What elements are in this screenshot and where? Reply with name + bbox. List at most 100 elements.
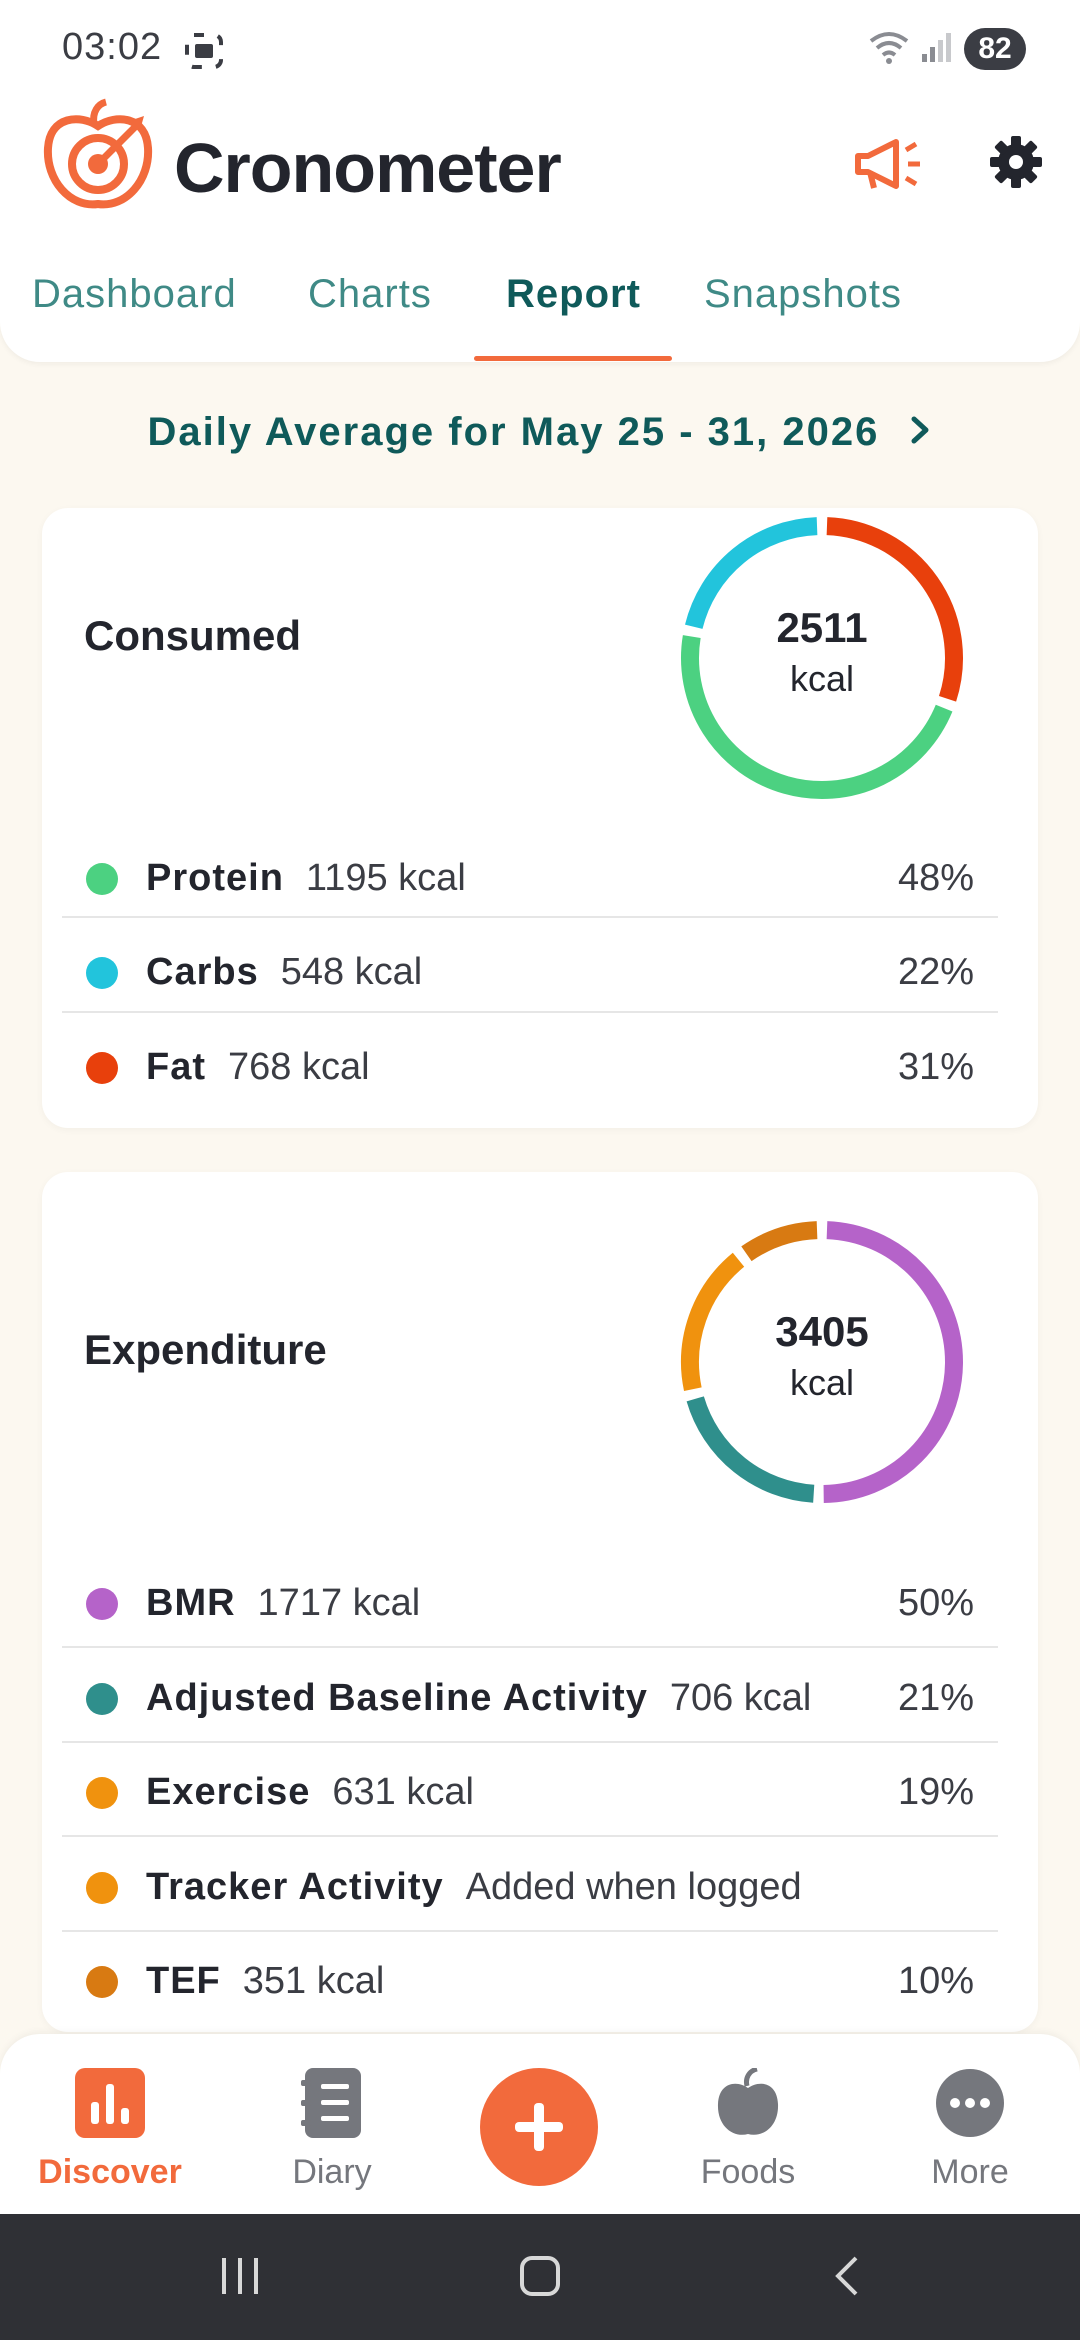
item-amount: 548 kcal (280, 951, 423, 993)
expenditure-title: Expenditure (84, 1326, 327, 1373)
chevron-right-icon (910, 410, 932, 455)
list-item-tef[interactable]: TEF 351 kcal 10% (62, 1934, 998, 2028)
divider (62, 1835, 998, 1837)
consumed-unit: kcal (789, 658, 855, 699)
home-icon[interactable] (518, 2254, 562, 2303)
item-percent: 48% (897, 857, 974, 899)
expenditure-card[interactable]: Expenditure 3405 kcal BMR 1717 kcal 50% A… (42, 1172, 1038, 2032)
tracker-activity-dot (86, 1872, 118, 1904)
app-header: 03:02 (0, 0, 1080, 362)
donut-segment-fat (826, 517, 963, 702)
item-percent: 22% (897, 951, 974, 993)
divider (62, 916, 998, 918)
nav-more[interactable]: More (880, 2068, 1060, 2192)
nav-label: More (931, 2153, 1009, 2191)
fat-dot (86, 1052, 118, 1084)
tab-snapshots[interactable]: Snapshots (704, 272, 903, 316)
item-name: BMR (146, 1582, 236, 1624)
list-item-tracker-activity[interactable]: Tracker Activity Added when logged (62, 1840, 998, 1934)
date-range-label: Daily Average for May 25 - 31, 2026 (147, 410, 880, 454)
nav-label: Discover (38, 2153, 182, 2191)
settings-gear-icon[interactable] (988, 134, 1044, 195)
nav-label: Foods (700, 2153, 796, 2191)
status-right: 82 (868, 28, 1026, 70)
item-name: Tracker Activity (146, 1866, 444, 1908)
consumed-card[interactable]: Consumed 2511 kcal Protein 1195 kcal 48% … (42, 508, 1038, 1128)
apple-icon (715, 2066, 781, 2142)
exercise-dot (86, 1777, 118, 1809)
item-percent: 31% (897, 1046, 974, 1088)
status-bar: 03:02 (0, 0, 1080, 95)
item-name: Protein (146, 857, 284, 899)
list-item-carbs[interactable]: Carbs 548 kcal 22% (62, 925, 998, 1019)
consumed-total: 2511 (776, 604, 868, 651)
item-name: Carbs (146, 951, 259, 993)
divider (62, 1741, 998, 1743)
nav-label: Diary (292, 2153, 372, 2191)
item-amount: 1717 kcal (257, 1582, 421, 1624)
bar-chart-icon (75, 2068, 145, 2142)
donut-segment-protein (681, 635, 953, 799)
date-range-selector[interactable]: Daily Average for May 25 - 31, 2026 (0, 410, 1080, 455)
item-amount: 706 kcal (669, 1677, 812, 1719)
tab-dashboard[interactable]: Dashboard (32, 272, 237, 316)
list-item-adjusted-baseline-activity[interactable]: Adjusted Baseline Activity 706 kcal 21% (62, 1651, 998, 1745)
item-amount: 631 kcal (332, 1771, 474, 1813)
donut-segment-tef (741, 1221, 818, 1262)
carbs-dot (86, 957, 118, 989)
expenditure-donut-chart: 3405 kcal (672, 1212, 972, 1512)
item-percent: 19% (897, 1771, 974, 1813)
tab-report[interactable]: Report (506, 272, 641, 316)
list-item-exercise[interactable]: Exercise 631 kcal 19% (62, 1745, 998, 1839)
bmr-dot (86, 1588, 118, 1620)
nav-discover[interactable]: Discover (20, 2068, 200, 2192)
plus-icon (515, 2103, 563, 2151)
item-name: Fat (146, 1046, 206, 1088)
signal-icon (920, 30, 954, 69)
bottom-navigation: Discover Diary Foods (0, 2034, 1080, 2214)
donut-segment-bmr (823, 1221, 963, 1503)
donut-segment-exercise (681, 1252, 745, 1392)
announcements-icon[interactable] (852, 136, 924, 197)
protein-dot (86, 863, 118, 895)
active-tab-indicator (474, 356, 672, 361)
baseline-activity-dot (86, 1683, 118, 1715)
system-navigation-bar (0, 2214, 1080, 2340)
nav-diary[interactable]: Diary (242, 2068, 422, 2192)
expenditure-unit: kcal (789, 1362, 855, 1403)
item-name: Adjusted Baseline Activity (146, 1677, 648, 1719)
recent-apps-icon[interactable] (218, 2254, 262, 2303)
list-item-fat[interactable]: Fat 768 kcal 31% (62, 1020, 998, 1114)
item-name: TEF (146, 1960, 221, 2002)
nav-foods[interactable]: Foods (658, 2066, 838, 2192)
donut-segment-adjusted-baseline-activity (686, 1396, 815, 1503)
screenshot-icon (184, 32, 224, 75)
list-item-bmr[interactable]: BMR 1717 kcal 50% (62, 1556, 998, 1650)
tab-charts[interactable]: Charts (308, 272, 432, 316)
item-amount: 768 kcal (228, 1046, 370, 1088)
item-name: Exercise (146, 1771, 311, 1813)
divider (62, 1930, 998, 1932)
list-item-protein[interactable]: Protein 1195 kcal 48% (62, 831, 998, 925)
divider (62, 1646, 998, 1648)
app-bar: Cronometer (0, 96, 1080, 236)
expenditure-total: 3405 (775, 1308, 869, 1355)
top-tabs: Dashboard Charts Report Snapshots (0, 262, 1080, 362)
item-percent: 21% (897, 1677, 974, 1719)
item-amount: 351 kcal (242, 1960, 385, 2002)
item-amount: Added when logged (465, 1866, 802, 1908)
divider (62, 1011, 998, 1013)
item-percent: 10% (897, 1960, 974, 2002)
consumed-title: Consumed (84, 612, 302, 659)
item-amount: 1195 kcal (305, 857, 466, 899)
status-time: 03:02 (62, 26, 163, 68)
add-entry-button[interactable] (480, 2068, 598, 2186)
wifi-icon (868, 29, 910, 70)
consumed-donut-chart: 2511 kcal (672, 508, 972, 808)
app-title: Cronometer (174, 129, 562, 207)
item-percent: 50% (897, 1582, 974, 1624)
tef-dot (86, 1966, 118, 1998)
battery-indicator: 82 (964, 28, 1026, 70)
back-icon[interactable] (826, 2254, 870, 2303)
more-dots-icon (935, 2069, 1005, 2142)
